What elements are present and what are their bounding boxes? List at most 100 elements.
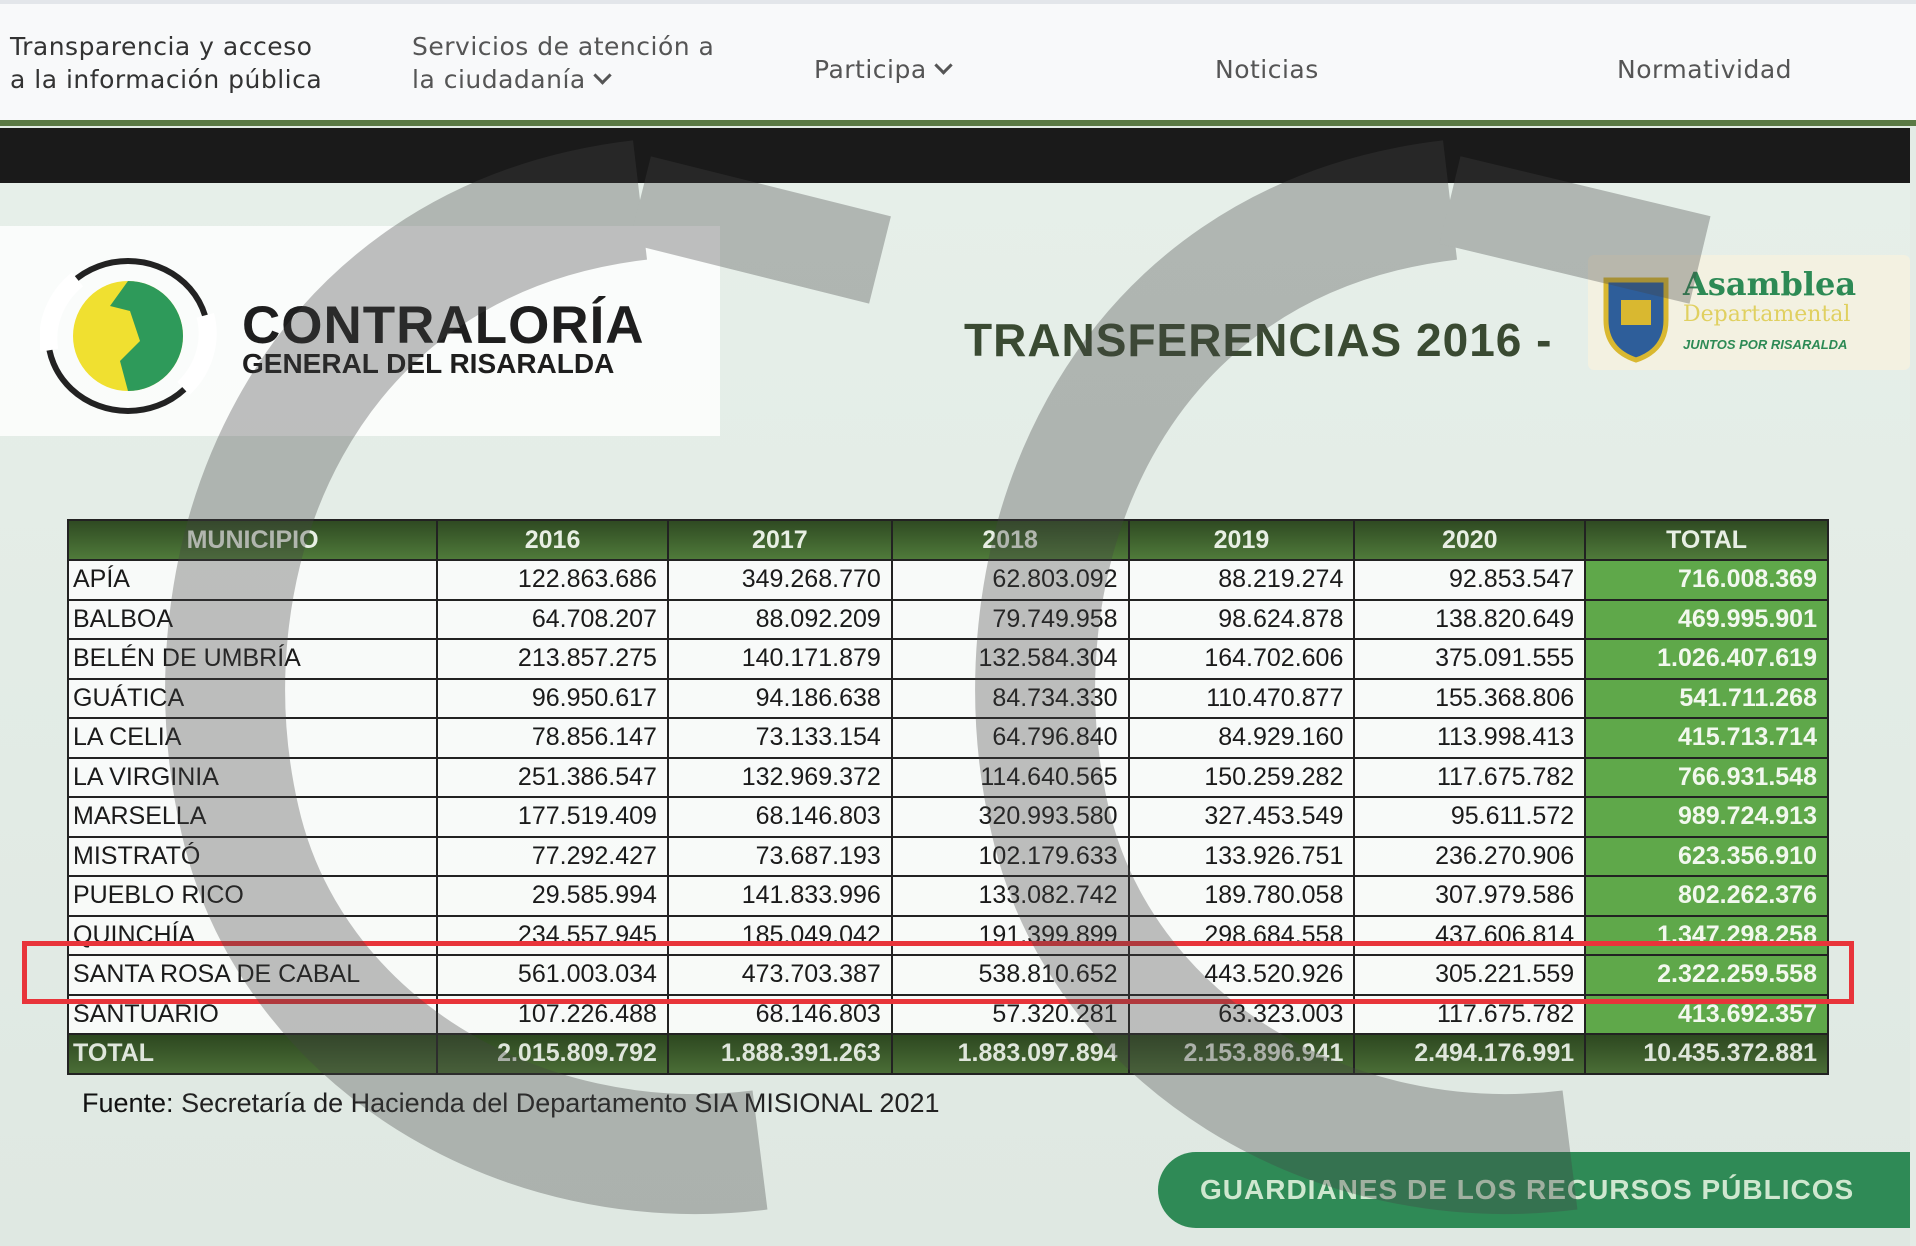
asamblea-logo: Asamblea Departamental JUNTOS POR RISARA… bbox=[1588, 255, 1910, 370]
value-cell: 150.259.282 bbox=[1127, 756, 1356, 798]
value-cell: 2.153.896.941 bbox=[1127, 1033, 1356, 1075]
value-cell: 141.833.996 bbox=[666, 875, 893, 917]
value-cell: 88.219.274 bbox=[1127, 559, 1356, 601]
value-cell: 68.146.803 bbox=[666, 993, 893, 1035]
value-cell: 79.749.958 bbox=[890, 598, 1130, 640]
nav-label: Servicios de atención a bbox=[412, 32, 715, 61]
value-cell: 88.092.209 bbox=[666, 598, 893, 640]
value-cell: 133.926.751 bbox=[1127, 835, 1356, 877]
total-cell: 802.262.376 bbox=[1584, 875, 1829, 917]
table-row: SANTUARIO 107.226.488 68.146.803 57.320.281… bbox=[66, 993, 1829, 1035]
chevron-down-icon bbox=[933, 56, 953, 75]
total-cell: 716.008.369 bbox=[1584, 559, 1829, 601]
value-cell: 191.399.899 bbox=[890, 914, 1130, 956]
value-cell: 177.519.409 bbox=[436, 796, 669, 838]
municipio-cell: LA CELIA bbox=[66, 717, 439, 759]
transfers-table: MUNICIPIO 2016 2017 2018 2019 2020 TOTAL APÍA 1… bbox=[66, 519, 1829, 1075]
value-cell: 63.323.003 bbox=[1127, 993, 1356, 1035]
municipio-cell: TOTAL bbox=[66, 1033, 439, 1075]
value-cell: 84.929.160 bbox=[1127, 717, 1356, 759]
logo-text: JUNTOS POR RISARALDA bbox=[1683, 337, 1848, 352]
value-cell: 132.584.304 bbox=[890, 638, 1130, 680]
nav-servicios[interactable]: Servicios de atención a la ciudadanía bbox=[412, 30, 714, 96]
value-cell: 107.226.488 bbox=[436, 993, 669, 1035]
value-cell: 94.186.638 bbox=[666, 677, 893, 719]
table-row: PUEBLO RICO 29.585.994 141.833.996 133.082.… bbox=[66, 875, 1829, 917]
contraloria-logo-icon bbox=[40, 251, 217, 421]
value-cell: 77.292.427 bbox=[436, 835, 669, 877]
municipio-cell: SANTUARIO bbox=[66, 993, 439, 1035]
value-cell: 2.494.176.991 bbox=[1353, 1033, 1587, 1075]
table-row: BALBOA 64.708.207 88.092.209 79.749.958 98.6… bbox=[66, 598, 1829, 640]
municipio-cell: GUÁTICA bbox=[66, 677, 439, 719]
total-cell: 989.724.913 bbox=[1584, 796, 1829, 838]
value-cell: 64.708.207 bbox=[436, 598, 669, 640]
brand-name: CONTRALORÍA bbox=[242, 296, 645, 355]
column-header: 2017 bbox=[666, 519, 893, 561]
value-cell: 164.702.606 bbox=[1127, 638, 1356, 680]
value-cell: 73.687.193 bbox=[666, 835, 893, 877]
value-cell: 133.082.742 bbox=[890, 875, 1130, 917]
slogan-banner: GUARDIANES DE LOS RECURSOS PÚBLICOS bbox=[1158, 1152, 1910, 1228]
value-cell: 122.863.686 bbox=[436, 559, 669, 601]
column-header: 2018 bbox=[890, 519, 1130, 561]
table-row: MISTRATÓ 77.292.427 73.687.193 102.179.633 1… bbox=[66, 835, 1829, 877]
column-header: 2020 bbox=[1353, 519, 1587, 561]
value-cell: 213.857.275 bbox=[436, 638, 669, 680]
table-row: MARSELLA 177.519.409 68.146.803 320.993.580… bbox=[66, 796, 1829, 838]
value-cell: 57.320.281 bbox=[890, 993, 1130, 1035]
nav-label: la ciudadanía bbox=[412, 65, 586, 94]
value-cell: 78.856.147 bbox=[436, 717, 669, 759]
total-cell: 541.711.268 bbox=[1584, 677, 1829, 719]
total-cell: 1.347.298.258 bbox=[1584, 914, 1829, 956]
source-label: Fuente: bbox=[82, 1088, 174, 1118]
value-cell: 320.993.580 bbox=[890, 796, 1130, 838]
value-cell: 62.803.092 bbox=[890, 559, 1130, 601]
value-cell: 117.675.782 bbox=[1353, 993, 1587, 1035]
value-cell: 443.520.926 bbox=[1127, 954, 1356, 996]
municipio-cell: APÍA bbox=[66, 559, 439, 601]
value-cell: 68.146.803 bbox=[666, 796, 893, 838]
value-cell: 349.268.770 bbox=[666, 559, 893, 601]
value-cell: 138.820.649 bbox=[1353, 598, 1587, 640]
logo-text: Departamental bbox=[1683, 302, 1851, 327]
table-row: APÍA 122.863.686 349.268.770 62.803.092 88.2… bbox=[66, 559, 1829, 601]
table-row: BELÉN DE UMBRÍA 213.857.275 140.171.879 132… bbox=[66, 638, 1829, 680]
value-cell: 298.684.558 bbox=[1127, 914, 1356, 956]
slide-title: TRANSFERENCIAS 2016 - bbox=[964, 314, 1553, 366]
municipio-cell: LA VIRGINIA bbox=[66, 756, 439, 798]
shield-icon bbox=[1603, 277, 1669, 363]
value-cell: 538.810.652 bbox=[890, 954, 1130, 996]
value-cell: 95.611.572 bbox=[1353, 796, 1587, 838]
value-cell: 114.640.565 bbox=[890, 756, 1130, 798]
value-cell: 2.015.809.792 bbox=[436, 1033, 669, 1075]
nav-noticias[interactable]: Noticias bbox=[1215, 55, 1319, 84]
nav-normatividad[interactable]: Normatividad bbox=[1617, 55, 1793, 84]
contraloria-logo-area: CONTRALORÍA GENERAL DEL RISARALDA bbox=[0, 226, 720, 436]
video-top-bar bbox=[0, 128, 1910, 183]
source-note: Fuente: Secretaría de Hacienda del Depar… bbox=[82, 1088, 940, 1119]
municipio-cell: PUEBLO RICO bbox=[66, 875, 439, 917]
table-row: SANTA ROSA DE CABAL 561.003.034 473.703.38… bbox=[66, 954, 1829, 996]
value-cell: 1.883.097.894 bbox=[890, 1033, 1130, 1075]
nav-participa[interactable]: Participa bbox=[814, 53, 953, 86]
table-row: GUÁTICA 96.950.617 94.186.638 84.734.330 110… bbox=[66, 677, 1829, 719]
value-cell: 155.368.806 bbox=[1353, 677, 1587, 719]
value-cell: 29.585.994 bbox=[436, 875, 669, 917]
nav-label: Participa bbox=[814, 55, 927, 84]
municipio-cell: SANTA ROSA DE CABAL bbox=[66, 954, 439, 996]
logo-text: Asamblea bbox=[1683, 265, 1857, 303]
total-cell: 1.026.407.619 bbox=[1584, 638, 1829, 680]
nav-label: a la información pública bbox=[10, 65, 323, 94]
value-cell: 375.091.555 bbox=[1353, 638, 1587, 680]
value-cell: 113.998.413 bbox=[1353, 717, 1587, 759]
nav-transparencia[interactable]: Transparencia y acceso a la información … bbox=[10, 30, 322, 96]
value-cell: 92.853.547 bbox=[1353, 559, 1587, 601]
value-cell: 84.734.330 bbox=[890, 677, 1130, 719]
value-cell: 473.703.387 bbox=[666, 954, 893, 996]
value-cell: 64.796.840 bbox=[890, 717, 1130, 759]
brand-subtitle: GENERAL DEL RISARALDA bbox=[242, 348, 615, 379]
value-cell: 189.780.058 bbox=[1127, 875, 1356, 917]
value-cell: 102.179.633 bbox=[890, 835, 1130, 877]
total-cell: 413.692.357 bbox=[1584, 993, 1829, 1035]
